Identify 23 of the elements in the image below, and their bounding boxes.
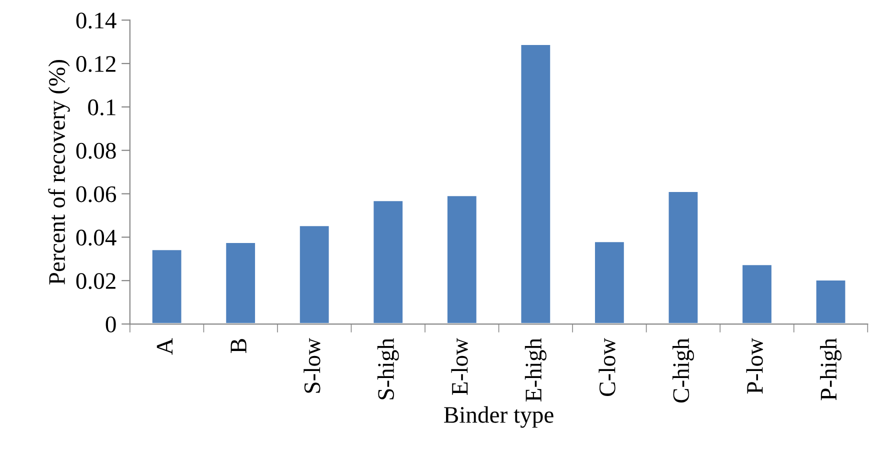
x-tick-label: S-high: [377, 338, 399, 400]
x-tick-label: E-low: [451, 338, 468, 395]
bar: [150, 248, 184, 324]
y-tick-label: 0.12: [76, 56, 116, 72]
y-tick-label: 0.02: [76, 273, 116, 290]
x-tick-label: P-low: [746, 338, 763, 394]
x-tick-label: E-high: [524, 338, 546, 402]
x-tick-label: P-high: [820, 338, 842, 400]
y-tick-label: 0.1: [88, 99, 116, 116]
x-tick-label: B: [230, 339, 246, 353]
x-axis-title: Binder type: [444, 406, 554, 428]
y-tick-label: 0.06: [76, 186, 116, 202]
y-tick-label: 0.08: [76, 142, 116, 159]
x-tick-label: A: [156, 338, 172, 355]
x-tick-label: S-low: [304, 338, 320, 393]
bar: [372, 199, 405, 324]
y-tick-label: 0: [106, 316, 116, 332]
bar: [445, 194, 478, 324]
x-tick-label: C-high: [672, 338, 694, 403]
y-tick-label: 0.04: [76, 230, 116, 246]
x-tick-label: C-low: [598, 338, 616, 396]
y-axis-title: Percent of recovery (%): [48, 60, 70, 284]
y-tick-label: 0.14: [76, 12, 116, 29]
